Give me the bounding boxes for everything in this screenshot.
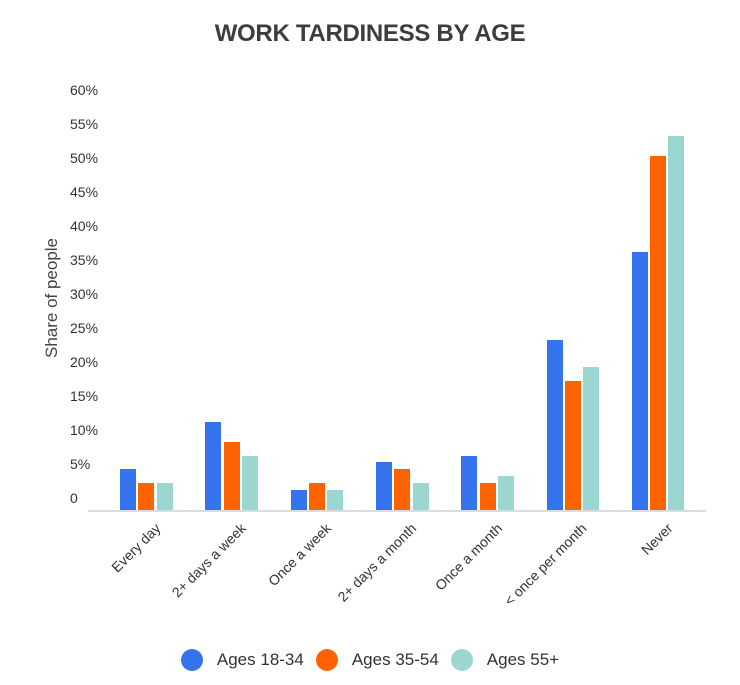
bar[interactable] [479,482,496,510]
x-tick-label: Never [637,520,676,558]
legend-item[interactable]: Ages 18-34 [180,649,304,671]
legend-label: Ages 35-54 [351,650,439,669]
legend: Ages 18-34 Ages 35-54 Ages 55+ [0,649,740,671]
bar[interactable] [583,367,600,510]
bar[interactable] [308,482,325,510]
bar[interactable] [241,455,258,510]
bar[interactable] [564,380,581,510]
legend-label: Ages 55+ [486,650,560,669]
y-tick-label: 30% [70,286,99,302]
x-tick-label: Every day [108,520,164,576]
y-tick-label: 55% [70,116,99,132]
bar[interactable] [668,136,685,510]
bar[interactable] [461,455,478,510]
y-tick-label: 25% [70,320,99,336]
x-tick-label: 2+ days a week [168,520,249,601]
y-tick-label: 45% [70,184,99,200]
bar[interactable] [223,442,240,510]
legend-swatch-icon [180,649,203,671]
bar[interactable] [375,462,392,510]
bar[interactable] [546,340,563,510]
bar[interactable] [650,156,667,510]
bar[interactable] [120,469,136,510]
y-tick-label: 5% [70,456,91,472]
legend-item[interactable]: Ages 55+ [450,649,560,671]
y-tick-label: 10% [70,422,99,438]
legend-swatch-icon [450,649,473,671]
y-tick-label: 15% [70,388,99,404]
x-tick-label: < once per month [501,520,591,609]
bar[interactable] [138,482,155,510]
y-tick-label: 50% [70,150,99,166]
bar[interactable] [156,482,173,510]
x-tick-label: Once a week [265,520,335,590]
y-axis-label: Share of people [42,237,61,359]
legend-swatch-icon [315,649,338,671]
bar[interactable] [394,469,411,510]
bar[interactable] [412,482,429,510]
y-tick-label: 40% [70,218,99,234]
bar[interactable] [327,489,344,510]
y-tick-label: 0 [70,490,78,506]
bar[interactable] [631,251,648,510]
bar[interactable] [497,476,514,510]
x-axis-line [88,510,706,512]
y-tick-label: 20% [70,354,99,370]
legend-label: Ages 18-34 [216,650,304,669]
x-tick-label: 2+ days a month [334,520,420,605]
legend-item[interactable]: Ages 35-54 [315,649,439,671]
y-tick-label: 60% [70,82,99,98]
bar[interactable] [205,421,222,510]
x-tick-label: Once a month [431,520,505,594]
y-tick-label: 35% [70,252,99,268]
chart-title: WORK TARDINESS BY AGE [214,20,526,47]
bar[interactable] [290,489,307,510]
